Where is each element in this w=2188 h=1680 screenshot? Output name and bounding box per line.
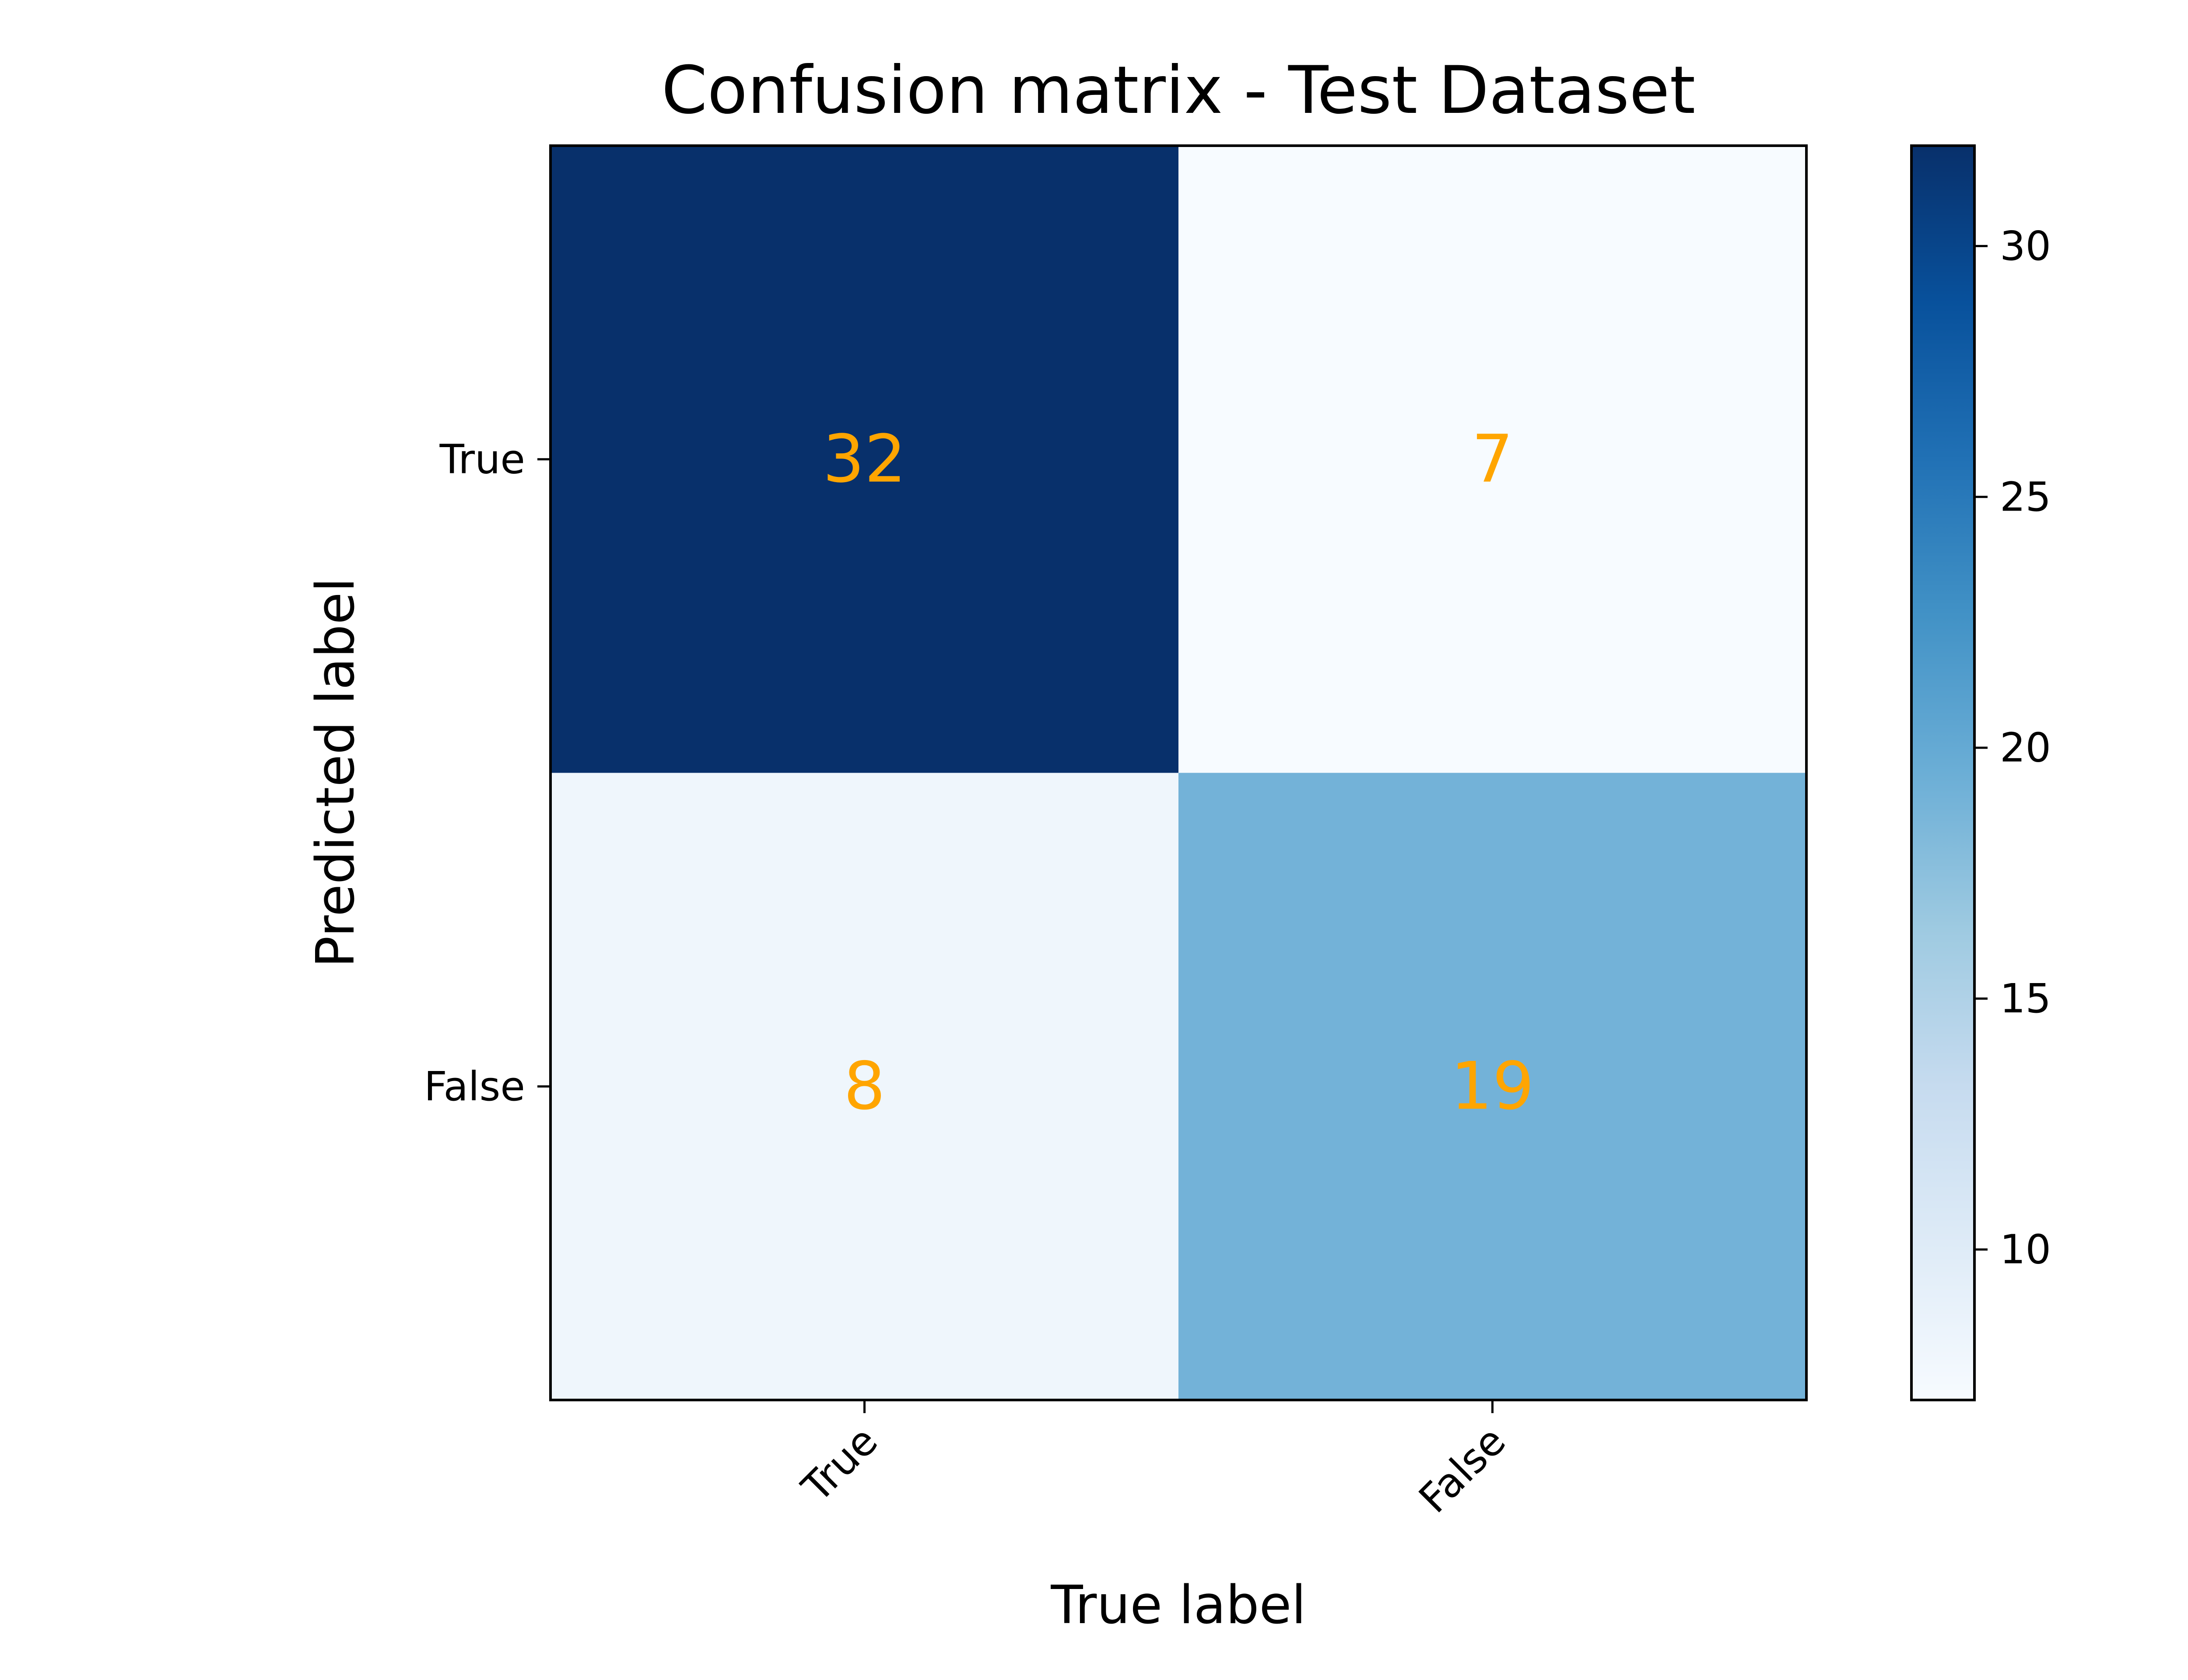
y-axis-ticks: True False [424, 436, 551, 1110]
cell-value-label: 19 [1451, 1048, 1534, 1124]
colorbar-tick-label: 15 [2000, 975, 2051, 1022]
heatmap-cell [551, 146, 1179, 773]
colorbar-tick-label: 25 [2000, 473, 2051, 520]
x-axis-label: True label [1050, 1575, 1306, 1636]
colorbar-frame [1910, 144, 1976, 1401]
x-tick-label: False [1410, 1418, 1515, 1522]
heatmap-cell-labels: 32 7 8 19 [823, 421, 1534, 1125]
colorbar-ticks: 10 15 20 25 30 [1974, 223, 2051, 1273]
heatmap-cell [1178, 773, 1807, 1400]
cell-value-label: 8 [844, 1048, 885, 1124]
cell-value-label: 32 [823, 421, 906, 497]
heatmap-cell [1178, 146, 1807, 773]
x-tick-label: True [793, 1418, 887, 1512]
heatmap-cell [551, 773, 1179, 1400]
colorbar [1911, 146, 1974, 1400]
x-axis-ticks: True False [793, 1400, 1515, 1522]
chart-title: Confusion matrix - Test Dataset [662, 52, 1696, 129]
cell-value-label: 7 [1472, 421, 1513, 497]
colorbar-tick-label: 30 [2000, 223, 2051, 270]
heatmap-cells [551, 146, 1807, 1400]
colorbar-tick-label: 20 [2000, 724, 2051, 771]
y-tick-label: False [424, 1063, 525, 1110]
y-axis-label: Predicted label [305, 578, 366, 968]
colorbar-tick-label: 10 [2000, 1226, 2051, 1273]
plot-frame [549, 144, 1808, 1401]
y-tick-label: True [439, 436, 525, 483]
